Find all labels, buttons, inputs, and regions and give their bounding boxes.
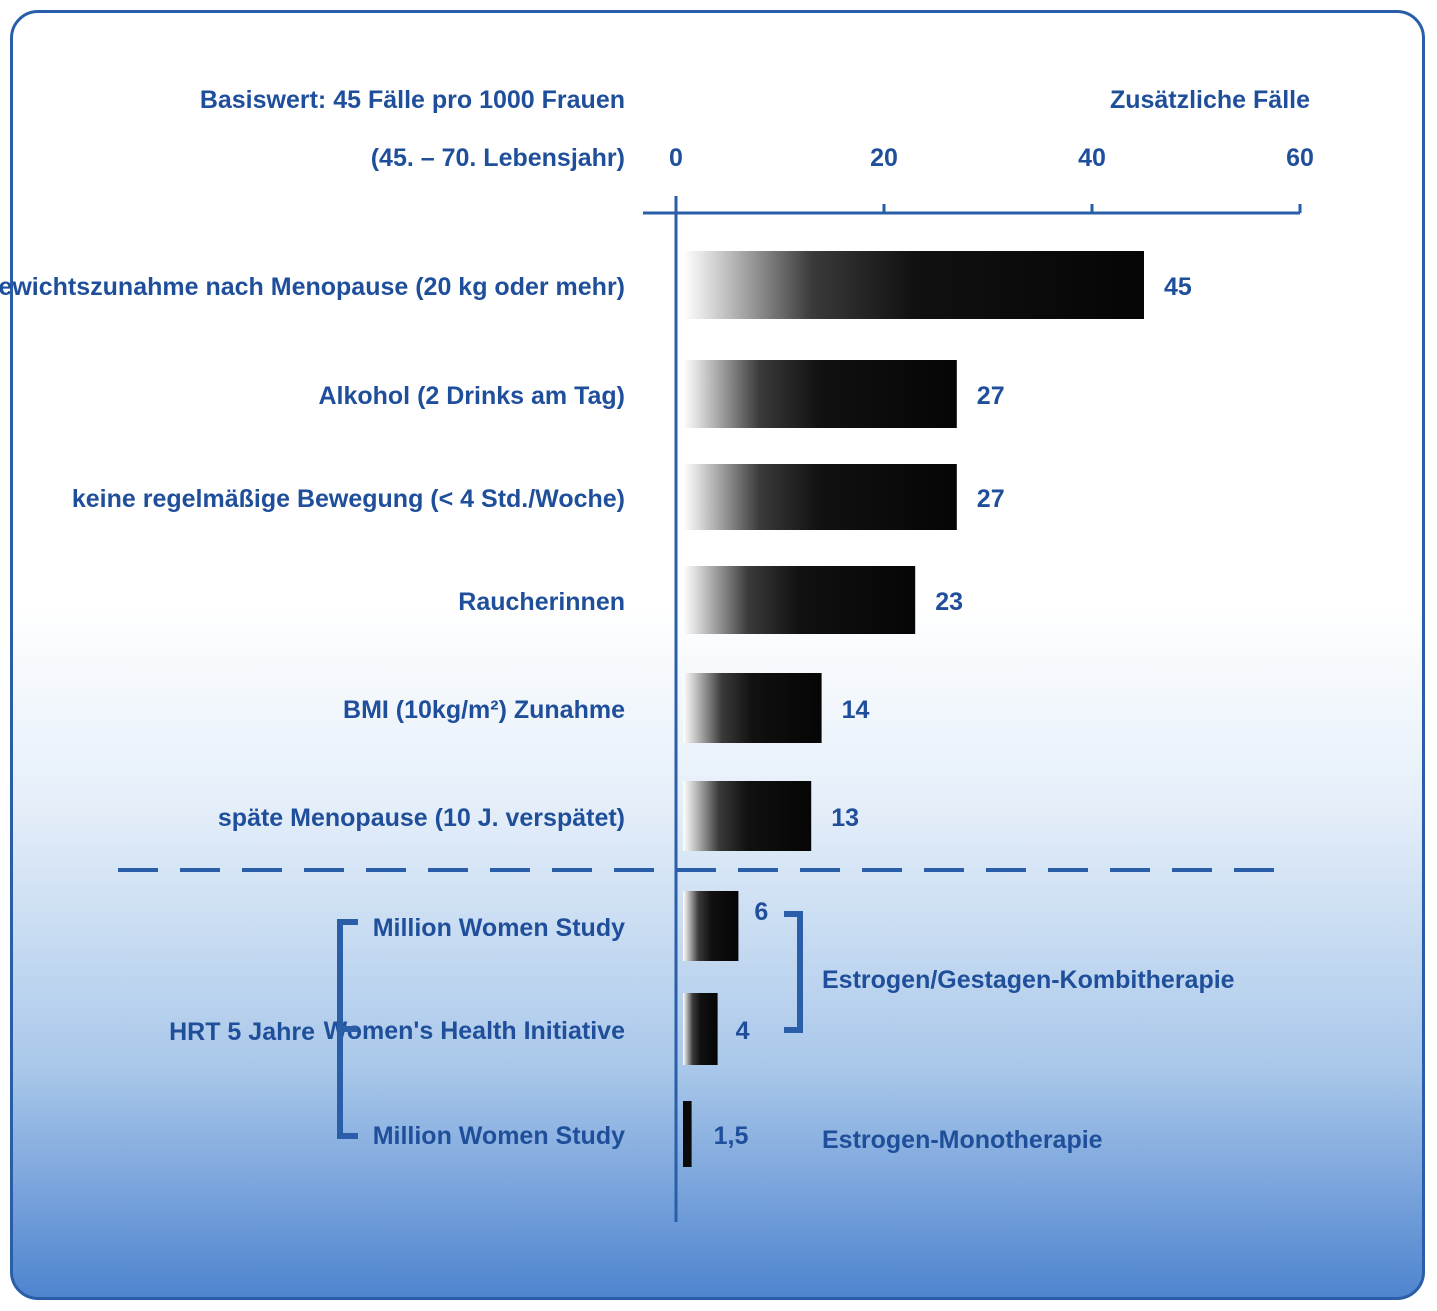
axis-title: Zusätzliche Fälle <box>1110 86 1310 114</box>
x-tick-label: 0 <box>669 144 683 172</box>
value-label: 14 <box>842 696 870 724</box>
category-label: Gewichtszunahme nach Menopause (20 kg od… <box>0 273 625 301</box>
bar <box>683 993 718 1065</box>
x-axis: 0 20 40 60 <box>643 144 1314 1222</box>
value-label: 23 <box>935 588 963 616</box>
baseline-header: Basiswert: 45 Fälle pro 1000 Frauen <box>200 86 625 114</box>
category-label: BMI (10kg/m²) Zunahme <box>343 696 625 724</box>
category-label: Alkohol (2 Drinks am Tag) <box>318 382 625 410</box>
bar <box>683 251 1144 319</box>
category-label: späte Menopause (10 J. verspätet) <box>218 804 625 832</box>
bars: Gewichtszunahme nach Menopause (20 kg od… <box>0 251 1192 1167</box>
baseline-age-range: (45. – 70. Lebensjahr) <box>371 144 625 172</box>
value-label: 1,5 <box>714 1122 749 1150</box>
bar <box>683 781 812 851</box>
value-label: 6 <box>754 898 768 926</box>
x-tick-label: 60 <box>1286 144 1314 172</box>
chart-card <box>10 10 1425 1300</box>
hrt-group-label: HRT 5 Jahre <box>169 1018 315 1046</box>
combi-therapy-label: Estrogen/Gestagen-Kombitherapie <box>822 966 1235 994</box>
category-label: Women's Health Initiative <box>324 1017 625 1045</box>
bar <box>683 566 916 634</box>
bar <box>683 673 822 743</box>
bar <box>683 464 957 530</box>
value-label: 13 <box>831 804 859 832</box>
x-tick-label: 40 <box>1078 144 1106 172</box>
category-label: Million Women Study <box>373 914 625 942</box>
value-label: 27 <box>977 485 1005 513</box>
combi-therapy-bracket <box>784 911 803 1033</box>
category-label: Raucherinnen <box>458 588 625 616</box>
bar <box>683 1101 692 1167</box>
x-tick-label: 20 <box>870 144 898 172</box>
bar <box>683 360 957 428</box>
mono-therapy-label: Estrogen-Monotherapie <box>822 1126 1103 1154</box>
category-label: keine regelmäßige Bewegung (< 4 Std./Woc… <box>72 485 625 513</box>
value-label: 4 <box>736 1017 750 1045</box>
bar <box>683 891 739 961</box>
value-label: 45 <box>1164 273 1192 301</box>
category-label: Million Women Study <box>373 1122 625 1150</box>
value-label: 27 <box>977 382 1005 410</box>
